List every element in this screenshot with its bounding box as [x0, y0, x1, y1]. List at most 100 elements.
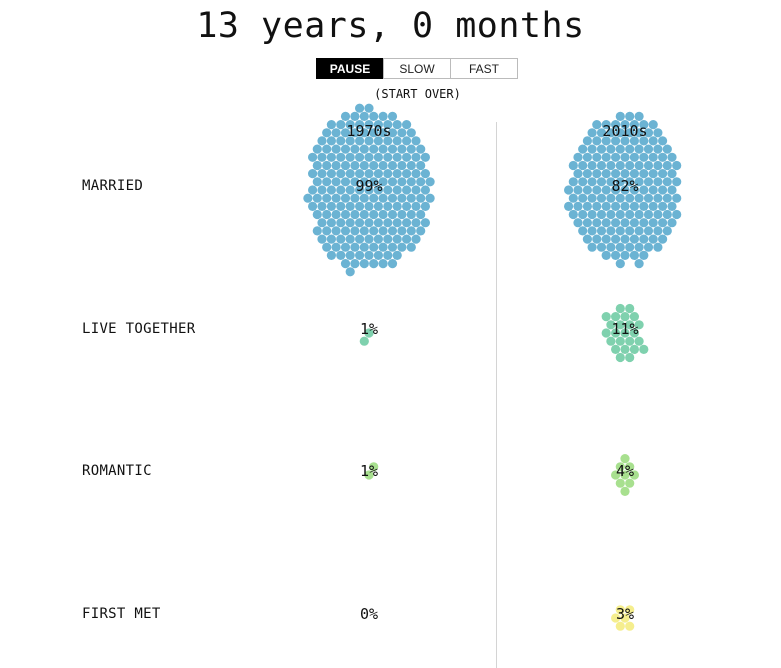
- dot-1970s-married: [387, 209, 398, 220]
- dot-1970s-married: [406, 128, 416, 138]
- dot-1970s-married: [406, 144, 416, 154]
- dot-2010s-married: [573, 185, 583, 195]
- dot-1970s-married: [378, 209, 388, 220]
- dot-1970s-married: [350, 259, 360, 269]
- dot-2010s-married: [672, 160, 682, 171]
- dot-2010s-married: [639, 120, 649, 130]
- dot-1970s-married: [340, 177, 351, 187]
- percent-label-1970s-married: 99%: [355, 177, 382, 195]
- dot-2010s-married: [592, 152, 602, 162]
- dot-1970s-married: [340, 111, 351, 121]
- dot-1970s-married: [387, 242, 398, 252]
- dot-2010s-first-met: [625, 605, 635, 615]
- dot-1970s-married: [322, 193, 332, 203]
- dot-1970s-married: [378, 242, 388, 252]
- dot-1970s-married: [364, 218, 374, 228]
- dot-1970s-married: [326, 152, 336, 162]
- dot-1970s-married: [392, 250, 402, 260]
- dot-1970s-married: [312, 177, 322, 187]
- fast-button[interactable]: FAST: [450, 58, 518, 79]
- dot-2010s-live-together: [625, 303, 635, 314]
- dot-1970s-married: [369, 259, 379, 269]
- dot-1970s-married: [392, 185, 402, 195]
- dot-2010s-married: [596, 160, 607, 171]
- dot-1970s-married: [383, 250, 393, 260]
- dot-1970s-married: [369, 144, 379, 154]
- dot-2010s-married: [634, 193, 644, 203]
- dot-2010s-married: [582, 185, 593, 195]
- dot-2010s-live-together: [625, 352, 635, 363]
- dot-2010s-married: [587, 144, 597, 154]
- dot-1970s-married: [317, 169, 327, 179]
- dot-2010s-married: [596, 144, 607, 154]
- dot-1970s-married: [364, 250, 374, 260]
- dot-1970s-married: [322, 226, 332, 236]
- dot-2010s-live-together: [639, 344, 649, 354]
- dot-1970s-married: [378, 177, 388, 187]
- dot-2010s-married: [658, 185, 668, 195]
- dot-1970s-married: [369, 242, 379, 252]
- dot-2010s-married: [653, 144, 663, 154]
- dot-1970s-married: [355, 152, 365, 162]
- dot-2010s-married: [629, 250, 640, 260]
- dot-1970s-married: [392, 136, 402, 146]
- dot-2010s-married: [592, 234, 602, 244]
- dot-1970s-married: [387, 193, 398, 203]
- dot-1970s-married: [336, 234, 346, 244]
- dot-2010s-married: [629, 120, 640, 130]
- dot-2010s-married: [662, 160, 672, 171]
- dot-2010s-live-together: [634, 336, 644, 346]
- dot-1970s-married: [402, 169, 412, 179]
- dot-1970s-married: [336, 250, 346, 260]
- dot-2010s-married: [592, 185, 602, 195]
- dot-2010s-married: [643, 128, 654, 138]
- dot-2010s-live-together: [625, 336, 635, 346]
- dot-1970s-married: [397, 226, 407, 236]
- dot-2010s-married: [643, 144, 654, 154]
- page-title: 13 years, 0 months: [196, 6, 585, 46]
- dot-2010s-married: [568, 177, 578, 187]
- dot-1970s-married: [359, 259, 369, 269]
- dot-2010s-married: [615, 128, 625, 138]
- dot-1970s-married: [420, 169, 430, 179]
- start-over-link[interactable]: (START OVER): [374, 87, 461, 101]
- dot-1970s-married: [416, 193, 426, 203]
- dot-2010s-married: [578, 177, 588, 187]
- dot-2010s-live-together: [606, 320, 616, 330]
- dot-1970s-married: [336, 136, 346, 146]
- dot-1970s-married: [345, 185, 355, 195]
- dot-1970s-married: [411, 218, 421, 228]
- dot-2010s-married: [587, 226, 597, 236]
- column-divider: [496, 122, 497, 668]
- dot-1970s-married: [326, 234, 336, 244]
- dot-2010s-married: [606, 193, 616, 203]
- dot-1970s-married: [322, 177, 332, 187]
- dot-2010s-married: [629, 152, 640, 162]
- dot-2010s-live-together: [606, 336, 616, 346]
- dot-1970s-married: [364, 136, 374, 146]
- slow-button[interactable]: SLOW: [383, 58, 451, 79]
- dot-2010s-married: [601, 152, 611, 162]
- dot-2010s-first-met: [615, 621, 625, 631]
- dot-2010s-romantic: [620, 454, 630, 464]
- dot-1970s-married: [350, 177, 360, 187]
- dot-2010s-married: [601, 234, 611, 244]
- dot-2010s-married: [629, 201, 640, 211]
- dot-1970s-married: [378, 160, 388, 171]
- dot-1970s-married: [350, 144, 360, 154]
- row-label-first-met: FIRST MET: [82, 606, 161, 622]
- dot-1970s-married: [387, 259, 398, 269]
- dot-2010s-married: [615, 160, 625, 171]
- dot-2010s-live-together: [611, 328, 621, 338]
- dot-2010s-married: [634, 128, 644, 138]
- dot-1970s-married: [402, 185, 412, 195]
- dot-2010s-married: [639, 201, 649, 211]
- dot-2010s-live-together: [601, 328, 611, 338]
- dot-2010s-married: [672, 209, 682, 220]
- dot-1970s-married: [378, 111, 388, 121]
- dot-2010s-married: [606, 160, 616, 171]
- row-label-married: MARRIED: [82, 178, 144, 194]
- dot-1970s-married: [336, 218, 346, 228]
- dot-2010s-married: [667, 218, 677, 228]
- dot-2010s-married: [634, 259, 644, 269]
